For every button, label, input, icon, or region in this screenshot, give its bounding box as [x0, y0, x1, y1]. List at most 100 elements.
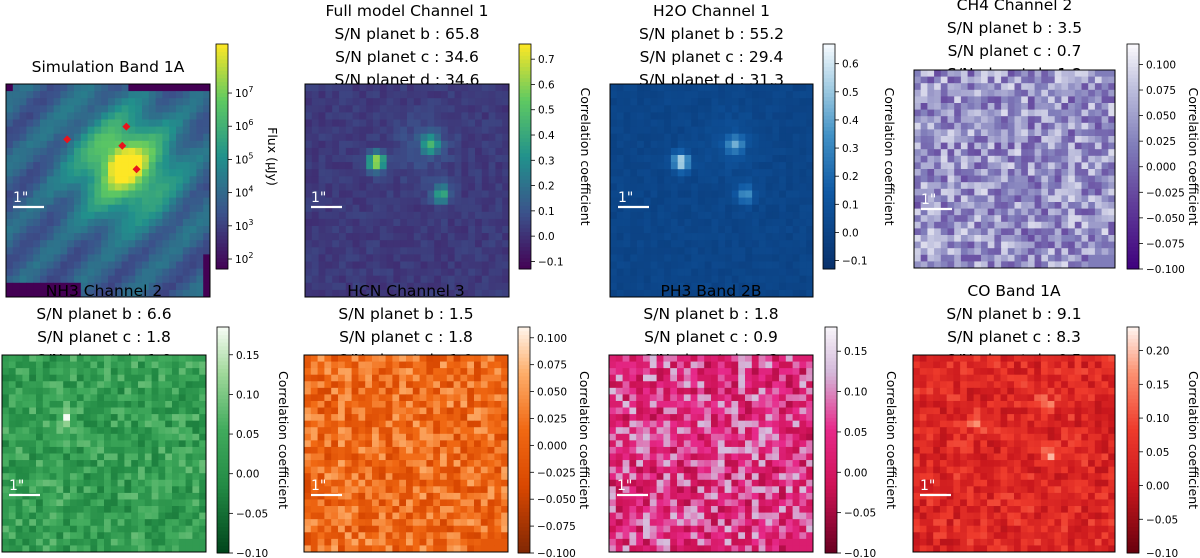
heatmap-cell: [169, 282, 177, 291]
heatmap-cell: [15, 446, 23, 454]
heatmap-cell: [1088, 76, 1096, 84]
colorbar-band: [1127, 175, 1139, 180]
heatmap-cell: [488, 218, 496, 227]
heatmap-cell: [697, 183, 706, 191]
heatmap-cell: [792, 91, 800, 99]
heatmap-cell: [108, 112, 116, 120]
heatmap-cell: [427, 226, 435, 234]
heatmap-cell: [447, 147, 455, 156]
heatmap-cell: [994, 136, 1002, 143]
heatmap-cell: [155, 155, 163, 163]
heatmap-cell: [104, 532, 112, 540]
heatmap-cell: [124, 414, 132, 422]
colorbar-tick-label: −0.10: [236, 548, 268, 558]
colorbar-band: [1127, 205, 1139, 210]
heatmap-cell: [29, 479, 37, 487]
heatmap-cell: [70, 374, 78, 382]
heatmap-cell: [40, 140, 48, 149]
heatmap-cell: [637, 282, 645, 291]
heatmap-cell: [121, 140, 129, 149]
heatmap-cell: [19, 233, 27, 241]
heatmap-cell: [1108, 215, 1116, 223]
heatmap-cell: [725, 197, 733, 206]
heatmap-cell: [169, 140, 177, 149]
heatmap-cell: [772, 254, 780, 262]
heatmap-cell: [324, 355, 332, 362]
heatmap-cell: [178, 506, 186, 513]
heatmap-cell: [806, 197, 814, 206]
heatmap-cell: [393, 197, 401, 206]
heatmap-cell: [12, 282, 20, 291]
heatmap-cell: [182, 268, 190, 277]
heatmap-cell: [53, 247, 61, 255]
heatmap-cell: [785, 275, 794, 284]
heatmap-cell: [441, 211, 449, 220]
heatmap-cell: [664, 247, 672, 255]
heatmap-cell: [1027, 254, 1035, 262]
heatmap-cell: [792, 268, 800, 277]
heatmap-cell: [90, 427, 98, 435]
heatmap-cell: [502, 226, 510, 234]
heatmap-cell: [427, 91, 435, 99]
heatmap-cell: [785, 126, 794, 135]
heatmap-cell: [2, 479, 10, 487]
heatmap-cell: [318, 91, 326, 99]
heatmap-cell: [806, 119, 814, 127]
heatmap-cell: [502, 126, 510, 135]
heatmap-cell: [1088, 96, 1096, 104]
heatmap-cell: [745, 254, 753, 262]
colorbar-band: [823, 81, 835, 86]
heatmap-cell: [6, 254, 14, 262]
heatmap-cell: [36, 492, 44, 500]
colorbar-band: [823, 85, 835, 90]
heatmap-cell: [447, 226, 455, 234]
heatmap-cell: [947, 136, 955, 143]
heatmap-cell: [19, 275, 27, 284]
heatmap-cell: [117, 440, 125, 448]
heatmap-cell: [199, 387, 207, 395]
heatmap-cell: [76, 440, 84, 448]
heatmap-cell: [386, 112, 394, 120]
heatmap-cell: [366, 289, 374, 298]
heatmap-cell: [400, 140, 408, 149]
heatmap-cell: [182, 190, 190, 198]
heatmap-cell: [26, 247, 34, 255]
heatmap-cell: [2, 545, 10, 553]
heatmap-cell: [697, 240, 706, 248]
heatmap-cell: [725, 275, 733, 284]
heatmap-cell: [33, 204, 41, 213]
heatmap-cell: [352, 211, 360, 220]
heatmap-cell: [12, 247, 20, 255]
heatmap-cell: [1048, 70, 1056, 77]
colorbar-band: [823, 149, 835, 154]
sn-label: S/N planet c : 34.6: [335, 48, 479, 66]
heatmap-cell: [203, 190, 211, 198]
heatmap-cell: [657, 126, 665, 135]
heatmap-cell: [128, 147, 136, 156]
heatmap-cell: [745, 112, 753, 120]
heatmap-cell: [36, 394, 44, 402]
heatmap-cell: [711, 233, 719, 241]
heatmap-cell: [165, 545, 173, 553]
heatmap-cell: [427, 183, 435, 191]
heatmap-cell: [643, 218, 651, 227]
heatmap-cell: [725, 247, 733, 255]
heatmap-cell: [104, 519, 112, 527]
colorbar-band: [1127, 250, 1139, 255]
heatmap-cell: [359, 261, 367, 269]
heatmap-cell: [36, 387, 44, 395]
heatmap-cell: [128, 197, 136, 206]
heatmap-cell: [332, 126, 340, 135]
heatmap-cell: [738, 105, 746, 113]
heatmap-cell: [495, 254, 503, 262]
heatmap-cell: [1061, 169, 1069, 176]
heatmap-cell: [87, 98, 95, 106]
heatmap-cell: [927, 248, 935, 256]
heatmap-cell: [447, 254, 455, 262]
heatmap-cell: [427, 147, 435, 156]
heatmap-cell: [1021, 188, 1029, 196]
heatmap-cell: [495, 98, 503, 106]
heatmap-cell: [339, 218, 347, 227]
heatmap-cell: [643, 204, 651, 213]
heatmap-cell: [56, 427, 64, 435]
